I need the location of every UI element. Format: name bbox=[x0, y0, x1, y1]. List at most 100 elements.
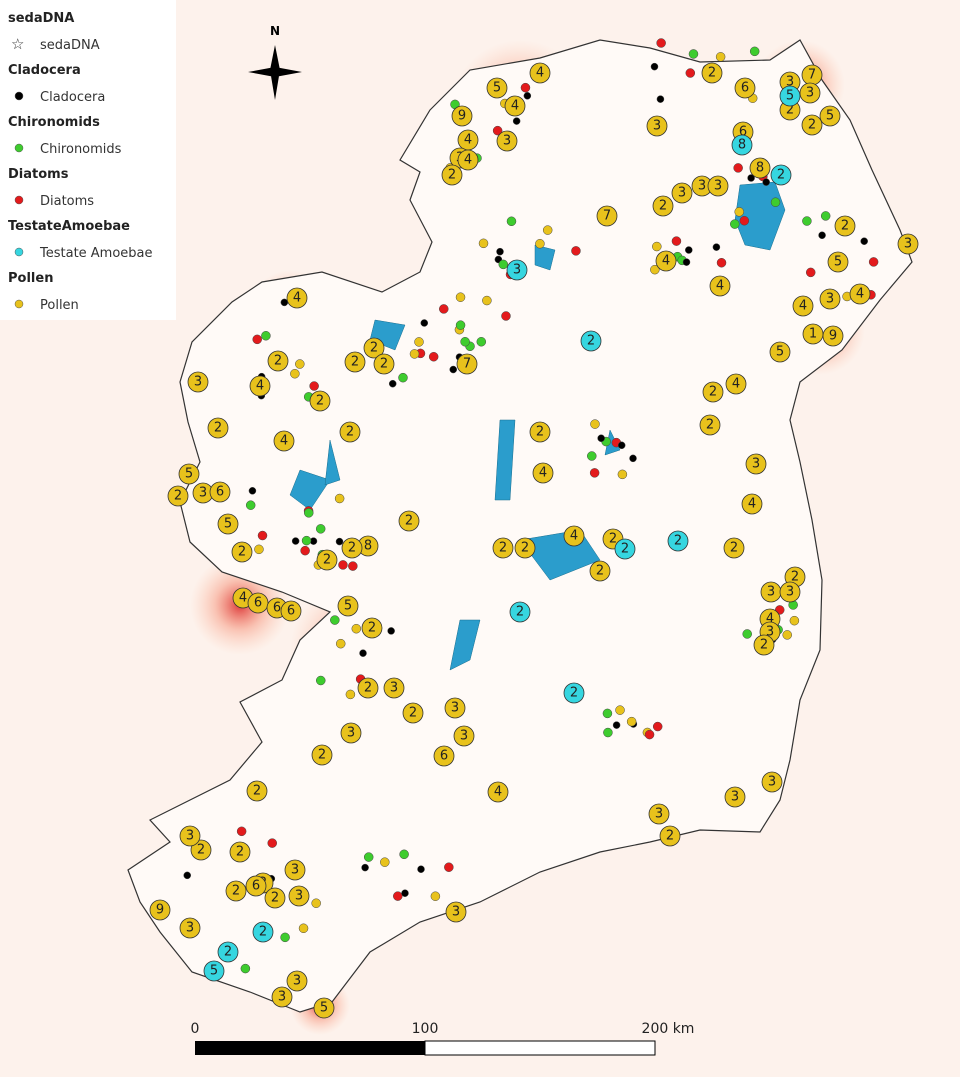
site-point bbox=[712, 243, 721, 251]
cluster-count: 4 bbox=[536, 66, 544, 81]
cluster-marker bbox=[444, 697, 466, 719]
legend-label: sedaDNA bbox=[40, 38, 100, 53]
cluster-marker bbox=[363, 337, 385, 359]
cluster-count: 2 bbox=[405, 514, 413, 529]
cluster-marker bbox=[614, 538, 636, 560]
cluster-count: 2 bbox=[368, 621, 376, 636]
cluster-count: 4 bbox=[511, 99, 519, 114]
cluster-marker bbox=[699, 414, 721, 436]
cluster-count: 5 bbox=[320, 1001, 328, 1016]
cluster-count: 2 bbox=[786, 103, 794, 118]
legend: sedaDNA ☆ sedaDNA Cladocera Cladocera Chirono… bbox=[8, 11, 153, 313]
cluster-marker bbox=[514, 537, 536, 559]
cluster-marker bbox=[402, 702, 424, 724]
site-point bbox=[749, 46, 760, 57]
site-point bbox=[671, 236, 682, 246]
site-point bbox=[818, 231, 826, 240]
cluster-count: 2 bbox=[666, 829, 674, 844]
site-point bbox=[762, 178, 770, 186]
scale-bar-white bbox=[424, 1040, 656, 1056]
site-point bbox=[789, 615, 800, 626]
cluster-marker bbox=[769, 341, 791, 363]
site-point bbox=[393, 891, 403, 901]
site-point bbox=[311, 898, 321, 908]
site-point bbox=[589, 468, 600, 478]
cluster-marker bbox=[496, 130, 518, 152]
cluster-count: 5 bbox=[786, 89, 794, 104]
site-point bbox=[245, 500, 256, 510]
cluster-count: 2 bbox=[197, 843, 205, 858]
cluster-count: 9 bbox=[156, 903, 164, 918]
site-point bbox=[629, 454, 637, 463]
cluster-marker bbox=[849, 283, 871, 305]
site-point bbox=[291, 537, 300, 545]
site-point bbox=[802, 216, 812, 226]
cluster-marker bbox=[506, 259, 528, 281]
site-point bbox=[597, 434, 605, 442]
cluster-count: 8 bbox=[756, 161, 764, 176]
cluster-count: 4 bbox=[732, 377, 740, 392]
site-point bbox=[612, 721, 621, 729]
scale-bar: 0 100 200 km bbox=[191, 1021, 694, 1056]
cluster-count: 3 bbox=[186, 829, 194, 844]
cluster-marker bbox=[209, 481, 231, 503]
site-point bbox=[309, 381, 319, 391]
cluster-marker bbox=[286, 970, 308, 992]
cluster-marker bbox=[284, 859, 306, 881]
site-point bbox=[420, 319, 429, 327]
site-point bbox=[650, 264, 660, 275]
cluster-count: 2 bbox=[224, 945, 232, 960]
site-point bbox=[183, 871, 191, 880]
site-point bbox=[444, 862, 454, 872]
cluster-count: 2 bbox=[174, 489, 182, 504]
cluster-count: 3 bbox=[766, 625, 774, 640]
cluster-count: 6 bbox=[440, 749, 448, 764]
cluster-count: 4 bbox=[766, 612, 774, 627]
legend-title: Diatoms bbox=[8, 167, 69, 182]
cluster-marker bbox=[792, 295, 814, 317]
legend-title: Pollen bbox=[8, 271, 53, 286]
site-point bbox=[351, 623, 362, 634]
site-point bbox=[734, 207, 744, 217]
site-point bbox=[685, 68, 696, 78]
cluster-marker bbox=[457, 149, 479, 171]
cluster-marker bbox=[179, 917, 201, 939]
site-point bbox=[730, 219, 740, 229]
cluster-count: 3 bbox=[786, 585, 794, 600]
cluster-marker bbox=[761, 771, 783, 793]
site-point bbox=[248, 487, 257, 495]
cluster-marker bbox=[648, 803, 670, 825]
cluster-marker bbox=[271, 986, 293, 1008]
cluster-marker bbox=[316, 549, 338, 571]
cluster-count: 2 bbox=[587, 334, 595, 349]
cluster-count: 4 bbox=[280, 434, 288, 449]
cluster-count: 3 bbox=[678, 186, 686, 201]
site-point bbox=[860, 237, 868, 245]
cluster-marker bbox=[451, 105, 473, 127]
cluster-count: 2 bbox=[760, 638, 768, 653]
cluster-count: 3 bbox=[767, 585, 775, 600]
site-point bbox=[820, 211, 831, 221]
cluster-marker bbox=[309, 390, 331, 412]
cluster-count: 3 bbox=[731, 790, 739, 805]
site-point bbox=[715, 52, 726, 62]
cluster-marker bbox=[217, 941, 239, 963]
cluster-count: 9 bbox=[458, 109, 466, 124]
cluster-marker bbox=[745, 453, 767, 475]
legend-title: TestateAmoebae bbox=[8, 219, 130, 234]
site-point bbox=[535, 238, 545, 249]
cluster-marker bbox=[731, 134, 753, 156]
site-point bbox=[716, 257, 727, 268]
cluster-count: 3 bbox=[513, 263, 521, 278]
cluster-count: 6 bbox=[254, 596, 262, 611]
site-point bbox=[335, 537, 344, 546]
site-point bbox=[542, 225, 553, 235]
cluster-count: 2 bbox=[370, 341, 378, 356]
cluster-count: 6 bbox=[287, 604, 295, 619]
cluster-count: 2 bbox=[521, 541, 529, 556]
cluster-marker bbox=[652, 195, 674, 217]
site-point bbox=[644, 729, 655, 740]
site-point bbox=[523, 92, 532, 100]
cluster-count: 6 bbox=[252, 879, 260, 894]
